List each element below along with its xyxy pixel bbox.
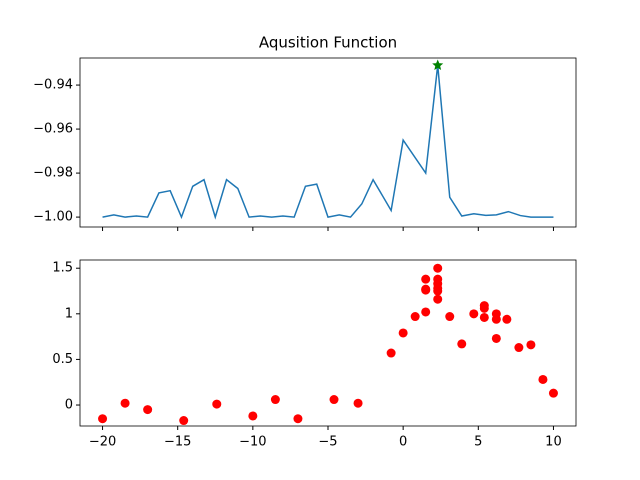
point	[479, 303, 489, 313]
x-tick-label: −20	[89, 435, 116, 450]
y-tick-label: 1	[65, 306, 73, 321]
best-marker	[432, 59, 444, 70]
point	[526, 340, 536, 350]
point	[98, 414, 108, 424]
x-tick-label: 0	[399, 435, 407, 450]
chart-title: Aqusition Function	[259, 34, 397, 52]
point	[398, 328, 408, 338]
point	[120, 398, 130, 408]
point	[479, 312, 489, 322]
point	[433, 294, 443, 304]
point	[421, 285, 431, 295]
x-tick-label: −5	[318, 435, 337, 450]
point	[491, 333, 501, 343]
point	[502, 314, 512, 324]
point	[143, 405, 153, 415]
y-tick-label: −1.00	[33, 210, 73, 225]
point	[248, 411, 258, 421]
y-tick-label: −0.94	[33, 78, 73, 93]
y-tick-label: −0.98	[33, 166, 73, 181]
y-tick-label: 0	[65, 398, 73, 413]
point	[421, 307, 431, 317]
point	[329, 395, 339, 405]
point	[433, 286, 443, 296]
y-tick-label: −0.96	[33, 122, 73, 137]
point	[386, 348, 396, 358]
point	[353, 398, 363, 408]
point	[445, 312, 455, 322]
point	[538, 374, 548, 384]
y-tick-label: 1.5	[52, 261, 73, 276]
point	[293, 414, 303, 424]
point	[410, 312, 420, 322]
point	[514, 343, 524, 353]
x-tick-label: −10	[239, 435, 266, 450]
point	[212, 399, 222, 409]
point	[469, 309, 479, 319]
x-tick-label: 10	[545, 435, 562, 450]
point	[548, 388, 558, 398]
point	[421, 274, 431, 284]
x-tick-label: −15	[164, 435, 191, 450]
point	[457, 339, 467, 349]
plot-frame	[79, 259, 577, 427]
point	[433, 263, 443, 273]
point	[270, 395, 280, 405]
point	[179, 416, 189, 426]
plot-frame	[79, 57, 577, 228]
point	[491, 314, 501, 324]
y-tick-label: 0.5	[52, 352, 73, 367]
line	[102, 65, 554, 220]
x-tick-label: 5	[474, 435, 482, 450]
